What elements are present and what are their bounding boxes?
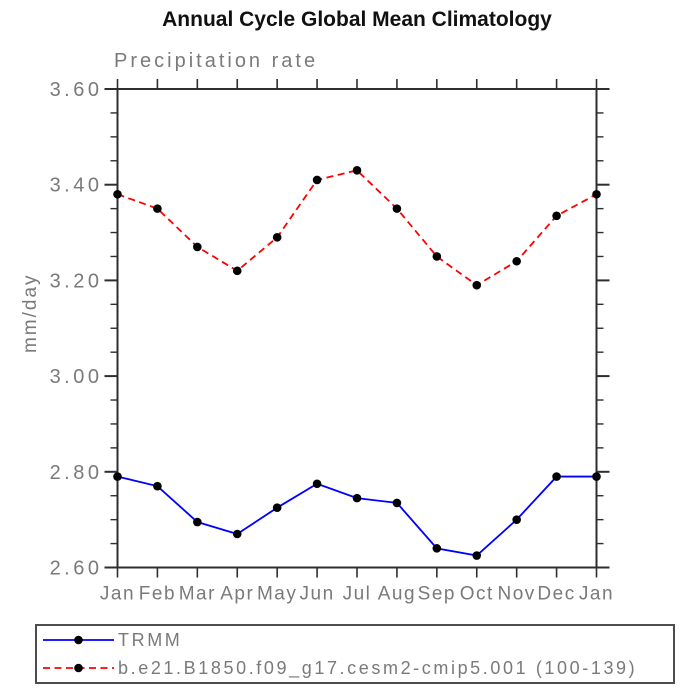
data-point [552, 211, 561, 221]
legend-sample-model [43, 663, 114, 673]
data-point [153, 204, 162, 213]
data-point [352, 493, 362, 503]
x-tick-label: Sep [418, 584, 456, 605]
data-point [552, 472, 561, 481]
data-point [113, 472, 122, 481]
data-point [352, 166, 362, 175]
legend: TRMM b.e21.B1850.f09_g17.cesm2-cmip5.001… [35, 624, 675, 684]
data-point [472, 551, 482, 560]
x-tick-label: May [257, 584, 297, 605]
data-point [232, 529, 242, 539]
legend-marker-dot-icon [74, 635, 83, 645]
chart-subtitle: Precipitation rate [114, 50, 319, 72]
y-tick-label: 2.60 [50, 558, 103, 580]
y-tick-label: 3.20 [50, 270, 103, 292]
y-tick-label: 3.00 [50, 366, 103, 388]
x-tick-label: Jan [579, 584, 614, 605]
data-point [193, 517, 202, 527]
data-point [312, 175, 322, 185]
legend-sample-trmm [43, 635, 114, 645]
data-point [432, 544, 442, 553]
x-tick-label: Jan [100, 584, 135, 605]
legend-label-trmm: TRMM [118, 630, 183, 650]
series-line-trmm [117, 475, 597, 557]
data-point [272, 233, 282, 242]
x-tick-label: Nov [498, 584, 536, 605]
data-point [472, 280, 482, 290]
y-tick-label: 3.60 [50, 79, 103, 101]
legend-row-trmm: TRMM [37, 626, 673, 654]
data-point [153, 481, 162, 491]
data-point [512, 515, 521, 524]
legend-marker-dot-icon [74, 663, 83, 673]
data-point [392, 204, 402, 213]
x-tick-label: Jun [300, 584, 335, 605]
legend-row-model: b.e21.B1850.f09_g17.cesm2-cmip5.001 (100… [37, 654, 673, 682]
data-point [592, 189, 601, 199]
x-tick-label: Dec [537, 584, 575, 605]
data-point [432, 252, 442, 261]
x-tick-label: Aug [378, 584, 416, 605]
x-tick-label: Feb [139, 584, 176, 605]
data-point [392, 498, 402, 508]
data-point [592, 472, 601, 481]
y-axis-label: mm/day [20, 273, 41, 353]
x-tick-label: Apr [220, 584, 254, 605]
chart-title: Annual Cycle Global Mean Climatology [162, 8, 552, 31]
data-point [312, 479, 322, 489]
data-point [232, 266, 242, 276]
data-point [512, 256, 521, 266]
data-point [113, 189, 122, 199]
data-point [193, 242, 202, 252]
x-tick-label: Oct [460, 584, 494, 605]
data-point [272, 503, 282, 512]
y-tick-label: 2.80 [50, 462, 103, 484]
x-tick-label: Jul [343, 584, 372, 605]
series-line-model [117, 169, 597, 287]
x-tick-label: Mar [179, 584, 216, 605]
y-tick-label: 3.40 [50, 175, 103, 197]
legend-label-model: b.e21.B1850.f09_g17.cesm2-cmip5.001 (100… [118, 658, 638, 678]
